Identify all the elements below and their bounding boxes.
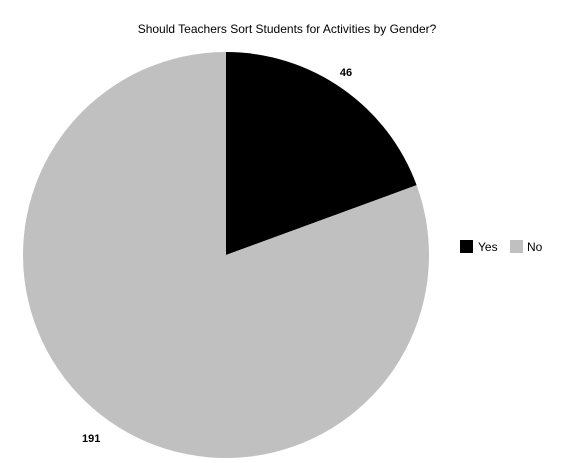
legend: Yes No xyxy=(460,240,543,254)
slice-label-no: 191 xyxy=(82,433,100,445)
slice-label-yes: 46 xyxy=(340,67,352,79)
pie-slice-no xyxy=(22,52,429,458)
pie-slices xyxy=(22,52,429,458)
pie-slice-yes xyxy=(226,52,417,255)
legend-swatch-yes xyxy=(460,240,473,253)
legend-label-yes: Yes xyxy=(478,240,498,254)
chart-title: Should Teachers Sort Students for Activi… xyxy=(138,22,437,36)
legend-swatch-no xyxy=(510,240,523,253)
slice-labels: 46 191 xyxy=(82,67,352,445)
legend-label-no: No xyxy=(527,240,543,254)
